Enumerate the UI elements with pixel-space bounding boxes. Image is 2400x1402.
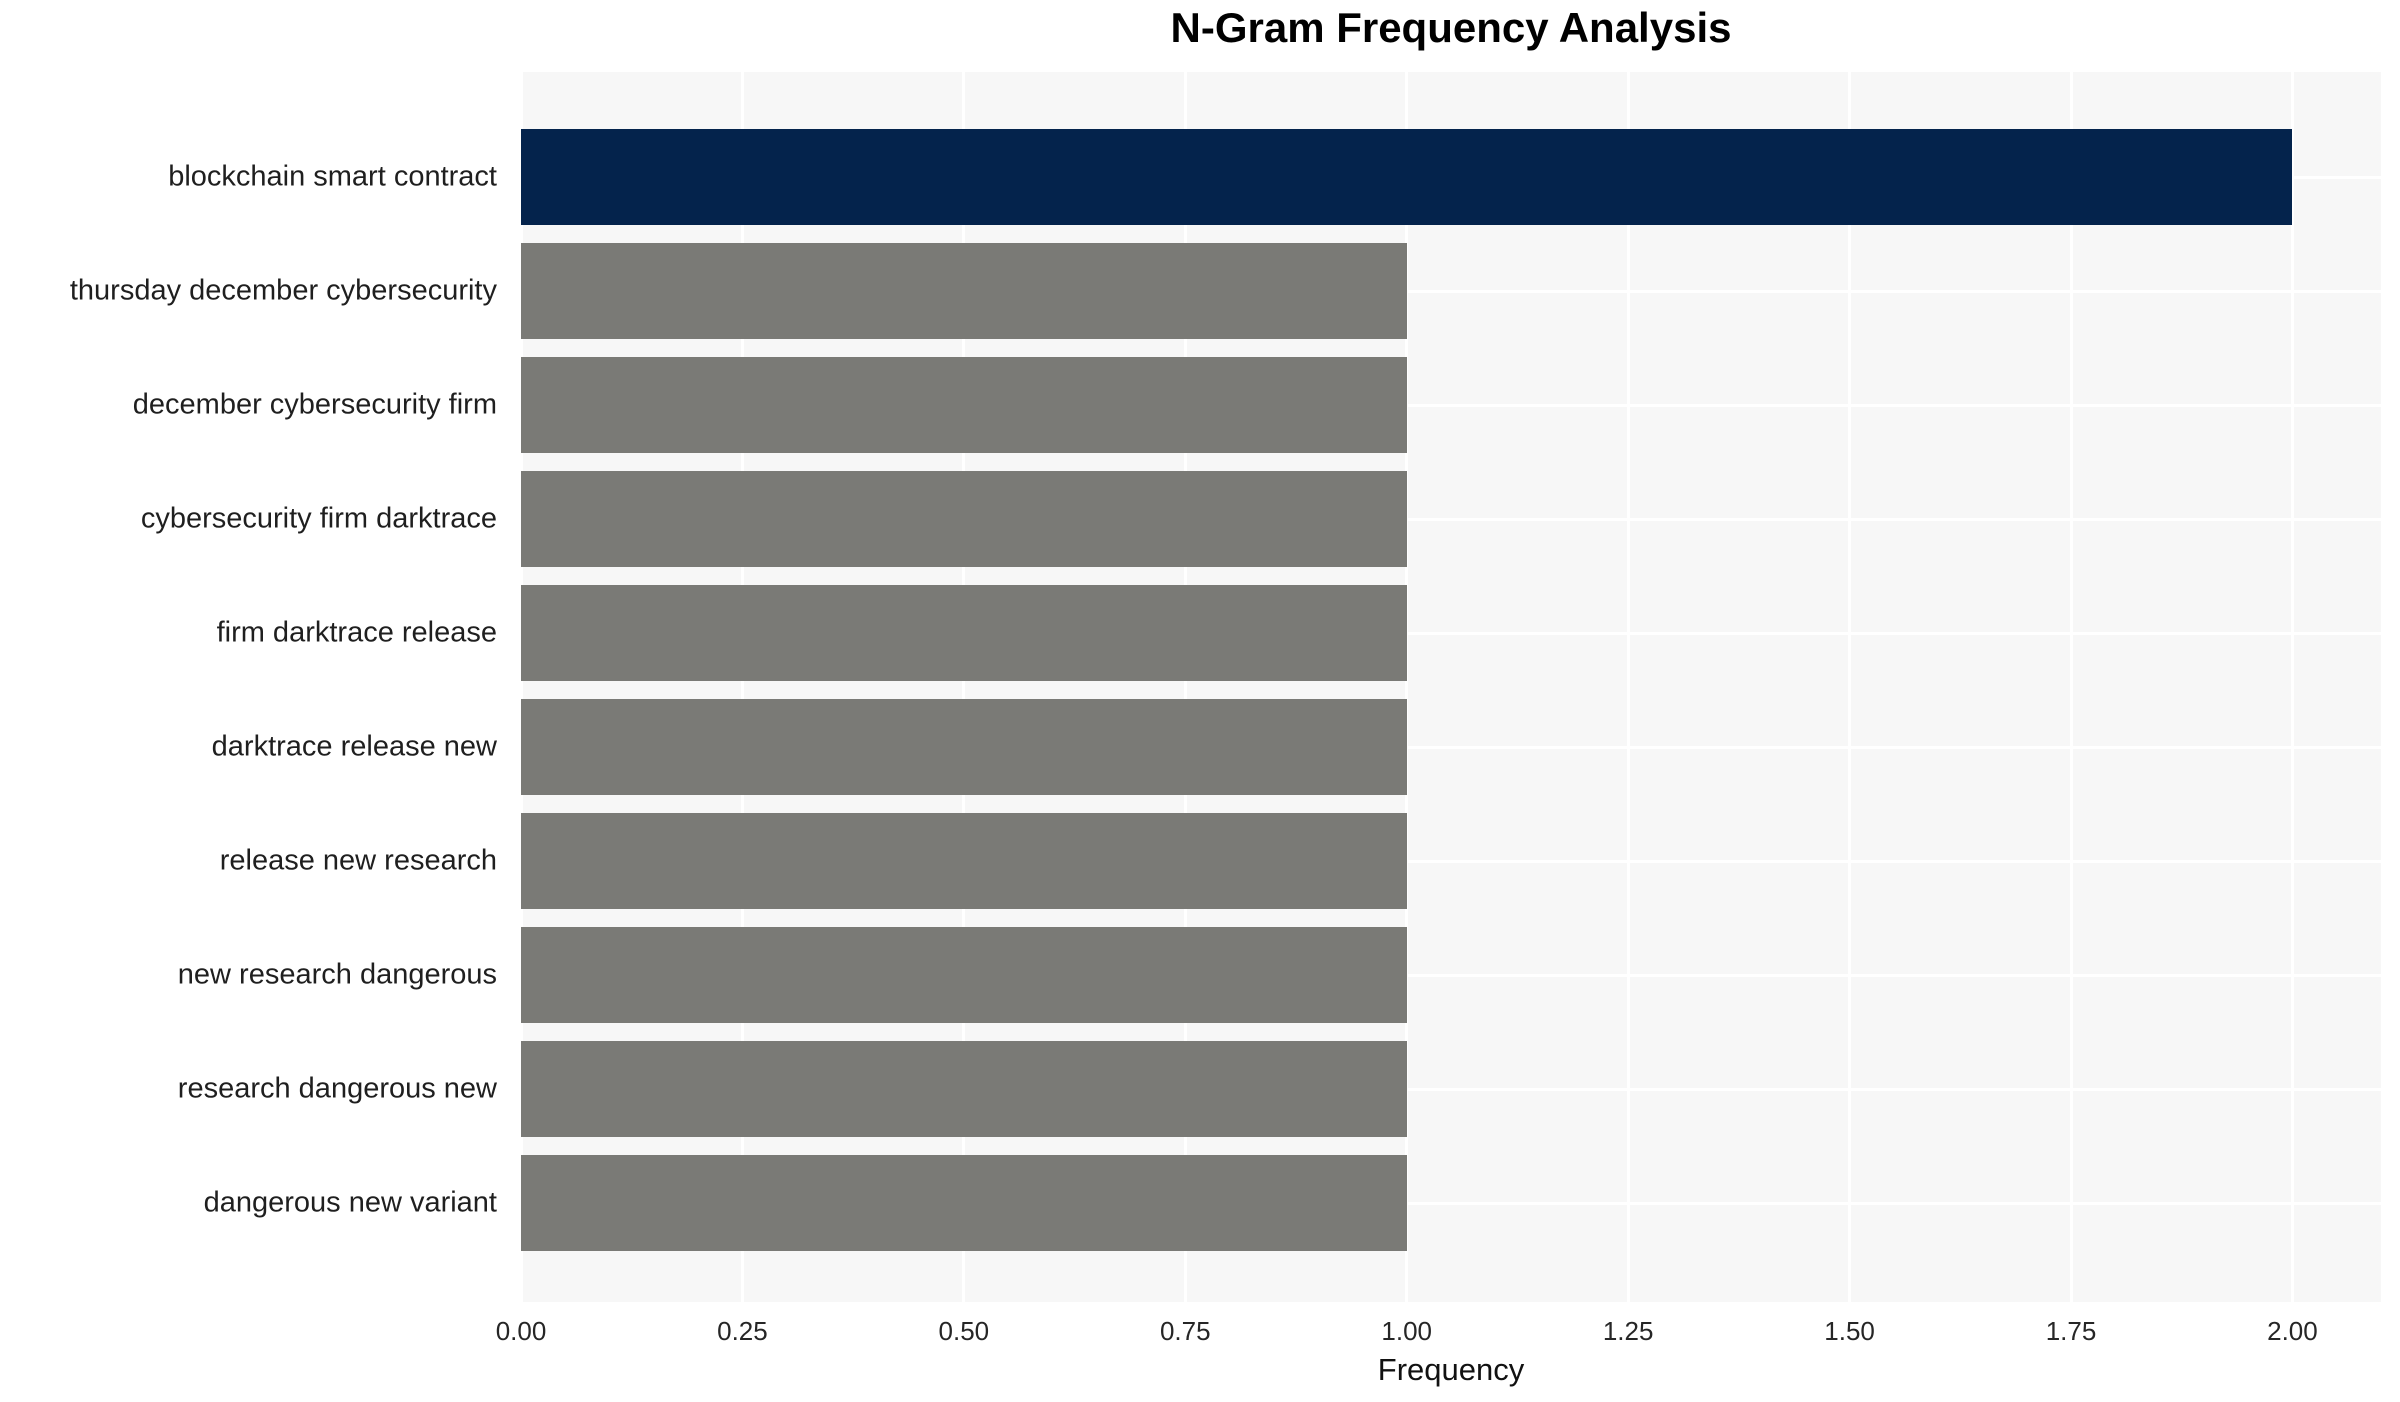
bar-cybersecurity-firm-darktrace xyxy=(521,471,1407,567)
x-tick-label: 1.25 xyxy=(1602,1316,1654,1346)
y-tick-label: firm darktrace release xyxy=(216,616,497,649)
bar-firm-darktrace-release xyxy=(521,585,1407,681)
bar-dangerous-new-variant xyxy=(521,1155,1407,1251)
y-tick-label: research dangerous new xyxy=(177,1072,497,1105)
horizontal-gridline xyxy=(521,859,2381,863)
x-tick-label: 1.00 xyxy=(1381,1316,1433,1346)
horizontal-gridline xyxy=(521,517,2381,521)
y-tick-label: dangerous new variant xyxy=(203,1186,497,1219)
bar-darktrace-release-new xyxy=(521,699,1407,795)
y-axis-labels: blockchain smart contract thursday decemb… xyxy=(0,72,509,1302)
x-tick-label: 1.75 xyxy=(2045,1316,2097,1346)
x-tick-label: 0.25 xyxy=(717,1316,768,1346)
bar-new-research-dangerous xyxy=(521,927,1407,1023)
horizontal-gridline xyxy=(521,631,2381,635)
y-tick-label: darktrace release new xyxy=(211,730,497,763)
x-axis-label: Frequency xyxy=(1377,1352,1525,1387)
horizontal-gridline xyxy=(521,745,2381,749)
x-tick-label: 0.50 xyxy=(938,1316,990,1346)
vertical-gridline xyxy=(962,72,966,1302)
vertical-gridline xyxy=(2069,72,2073,1302)
vertical-gridline xyxy=(1183,72,1187,1302)
bar-thursday-december-cybersecurity xyxy=(521,243,1407,339)
chart-title: N-Gram Frequency Analysis xyxy=(1170,4,1732,51)
y-tick-label: cybersecurity firm darktrace xyxy=(140,502,497,535)
horizontal-gridline xyxy=(521,1087,2381,1091)
bar-research-dangerous-new xyxy=(521,1041,1407,1137)
horizontal-gridline xyxy=(521,973,2381,977)
x-tick-label: 0.00 xyxy=(495,1316,547,1346)
plot-area xyxy=(519,72,2381,1302)
x-axis-ticks: 0.00 0.25 0.50 0.75 1.00 1.25 1.50 1.75 2.00 xyxy=(496,1302,2381,1350)
x-tick-label: 0.75 xyxy=(1159,1316,1211,1346)
vertical-gridline xyxy=(519,72,523,1302)
bar-december-cybersecurity-firm xyxy=(521,357,1407,453)
vertical-gridline xyxy=(2290,72,2294,1302)
horizontal-gridline xyxy=(521,289,2381,293)
vertical-gridline xyxy=(1626,72,1630,1302)
vertical-gridline xyxy=(1848,72,1852,1302)
x-tick-label: 2.00 xyxy=(2267,1316,2318,1346)
bar-blockchain-smart-contract xyxy=(521,129,2293,225)
x-tick-label: 1.50 xyxy=(1824,1316,1875,1346)
vertical-gridline xyxy=(740,72,744,1302)
y-tick-label: december cybersecurity firm xyxy=(132,388,497,421)
y-tick-label: thursday december cybersecurity xyxy=(69,274,497,307)
y-tick-label: new research dangerous xyxy=(177,958,497,991)
y-tick-label: release new research xyxy=(219,844,497,877)
bar-release-new-research xyxy=(521,813,1407,909)
vertical-gridline xyxy=(1405,72,1409,1302)
horizontal-gridline xyxy=(521,1201,2381,1205)
y-tick-label: blockchain smart contract xyxy=(168,160,497,193)
horizontal-gridline xyxy=(521,403,2381,407)
